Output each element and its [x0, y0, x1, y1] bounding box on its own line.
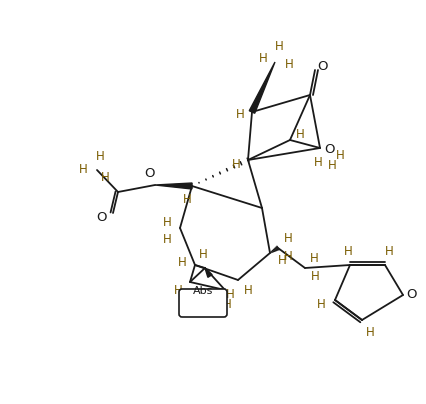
Text: H: H — [365, 326, 374, 339]
Text: H: H — [310, 269, 319, 282]
Polygon shape — [249, 62, 274, 113]
Text: H: H — [222, 297, 231, 311]
Text: H: H — [235, 109, 244, 122]
Text: H: H — [182, 194, 191, 206]
Text: H: H — [335, 149, 343, 162]
Text: H: H — [384, 246, 392, 259]
Text: H: H — [316, 299, 325, 311]
Text: H: H — [283, 232, 292, 246]
Text: H: H — [95, 151, 104, 164]
Text: H: H — [283, 250, 292, 263]
Text: H: H — [177, 255, 186, 269]
Text: H: H — [258, 53, 267, 65]
Text: H: H — [198, 248, 207, 261]
Text: O: O — [97, 212, 107, 225]
Text: H: H — [274, 40, 283, 53]
Text: Abs: Abs — [193, 286, 213, 296]
Text: H: H — [162, 234, 171, 246]
Text: H: H — [313, 156, 322, 170]
Polygon shape — [155, 183, 192, 189]
Text: H: H — [162, 217, 171, 229]
Text: H: H — [243, 284, 252, 297]
Text: H: H — [78, 164, 87, 177]
Text: H: H — [309, 252, 318, 265]
Text: H: H — [343, 246, 351, 259]
Text: O: O — [144, 168, 155, 181]
Polygon shape — [204, 268, 212, 277]
Text: H: H — [295, 128, 304, 141]
Text: H: H — [284, 57, 293, 71]
Text: H: H — [101, 172, 109, 185]
Text: H: H — [173, 284, 182, 297]
Text: H: H — [327, 160, 336, 173]
Text: H: H — [225, 288, 234, 301]
Text: O: O — [324, 143, 334, 156]
FancyBboxPatch shape — [178, 289, 227, 317]
Text: H: H — [277, 255, 286, 267]
Text: O: O — [406, 288, 416, 301]
Text: O: O — [317, 61, 328, 74]
Text: H: H — [231, 158, 240, 172]
